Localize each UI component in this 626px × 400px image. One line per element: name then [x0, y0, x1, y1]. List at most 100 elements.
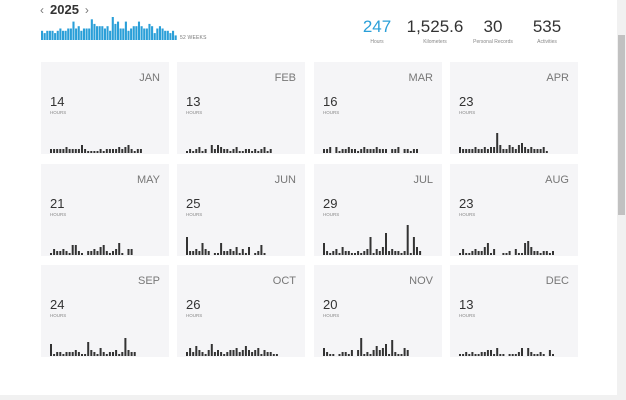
day-bar	[133, 352, 136, 356]
week-bar[interactable]	[161, 28, 164, 41]
week-bar[interactable]	[64, 30, 67, 40]
week-bar[interactable]	[82, 28, 86, 41]
horizontal-scrollbar[interactable]	[0, 395, 626, 400]
day-bar	[127, 145, 130, 153]
week-bar[interactable]	[153, 33, 156, 40]
month-card-jun[interactable]: JUN 25 HOURS	[177, 164, 305, 256]
week-bar[interactable]	[109, 30, 112, 40]
week-bar[interactable]	[103, 28, 106, 41]
week-bar[interactable]	[54, 33, 57, 40]
month-card-oct[interactable]: OCT 26 HOURS	[177, 265, 305, 357]
day-bar	[391, 149, 394, 153]
week-bar[interactable]	[127, 30, 130, 40]
day-bar	[366, 249, 369, 255]
vertical-scrollbar[interactable]	[617, 0, 626, 395]
week-bar[interactable]	[48, 30, 51, 40]
month-card-feb[interactable]: FEB 13 HOURS	[177, 62, 305, 154]
month-card-mar[interactable]: MAR 16 HOURS	[314, 62, 442, 154]
day-bar	[96, 354, 99, 356]
month-card-nov[interactable]: NOV 20 HOURS	[314, 265, 442, 357]
week-bar[interactable]	[67, 28, 70, 41]
month-card-jul[interactable]: JUL 29 HOURS	[314, 164, 442, 256]
week-bar[interactable]	[96, 26, 99, 40]
week-bar[interactable]	[164, 30, 167, 40]
day-bar	[189, 348, 192, 356]
daily-hours-chart	[50, 145, 142, 153]
week-bar[interactable]	[69, 28, 72, 41]
week-bar[interactable]	[143, 28, 146, 41]
week-bar[interactable]	[148, 23, 151, 40]
day-bar	[210, 145, 213, 153]
week-bar[interactable]	[101, 26, 104, 40]
week-bar[interactable]	[77, 26, 80, 40]
day-bar	[77, 352, 80, 356]
week-bar[interactable]	[119, 28, 122, 41]
week-bar[interactable]	[130, 28, 133, 41]
week-bar[interactable]	[132, 26, 135, 40]
week-bar[interactable]	[111, 17, 114, 40]
day-bar	[338, 354, 341, 356]
day-bar	[548, 350, 551, 356]
week-bar[interactable]	[145, 28, 148, 41]
week-bar[interactable]	[98, 26, 101, 40]
day-bar	[477, 149, 480, 153]
month-hours: 25	[186, 196, 201, 211]
hours-label: HOURS	[459, 313, 476, 318]
week-bar[interactable]	[51, 30, 54, 40]
week-bar[interactable]	[59, 28, 62, 41]
week-bar[interactable]	[93, 23, 96, 40]
month-hours: 23	[459, 196, 474, 211]
week-bar[interactable]	[122, 28, 125, 41]
hours-label: HOURS	[323, 110, 340, 115]
week-bar[interactable]	[114, 23, 117, 40]
week-bar[interactable]	[85, 28, 88, 41]
week-bar[interactable]	[41, 30, 44, 40]
week-bar[interactable]	[156, 28, 159, 41]
month-card-dec[interactable]: DEC 13 HOURS	[450, 265, 578, 357]
week-bar[interactable]	[174, 35, 177, 40]
hours-label: HOURS	[186, 212, 203, 217]
month-card-jan[interactable]: JAN 14 HOURS	[41, 62, 169, 154]
week-bar[interactable]	[137, 21, 141, 40]
week-bar[interactable]	[166, 30, 169, 40]
day-bar	[341, 247, 344, 255]
week-bar[interactable]	[151, 26, 154, 40]
day-bar	[354, 253, 356, 255]
week-bar[interactable]	[61, 30, 65, 40]
day-bar	[186, 352, 188, 356]
week-bar[interactable]	[46, 30, 49, 40]
week-bar[interactable]	[56, 30, 59, 40]
day-bar	[490, 147, 492, 153]
day-bar	[112, 352, 114, 356]
week-bar[interactable]	[80, 30, 83, 40]
stat-label: Kilometers	[423, 39, 447, 45]
week-bar[interactable]	[116, 21, 120, 40]
day-bar	[493, 249, 496, 255]
month-hours: 23	[459, 94, 474, 109]
day-bar	[124, 147, 127, 153]
week-bar[interactable]	[72, 21, 75, 40]
day-bar	[257, 251, 260, 255]
weekly-hours-chart[interactable]	[41, 14, 178, 41]
scrollbar-thumb[interactable]	[618, 35, 625, 215]
week-bar[interactable]	[135, 26, 138, 40]
chevron-left-icon[interactable]: ‹	[40, 2, 44, 17]
week-bar[interactable]	[158, 26, 161, 40]
week-bar[interactable]	[106, 26, 109, 40]
month-card-apr[interactable]: APR 23 HOURS	[450, 62, 578, 154]
week-bar[interactable]	[140, 26, 143, 40]
month-card-sep[interactable]: SEP 24 HOURS	[41, 265, 169, 357]
week-bar[interactable]	[172, 30, 175, 40]
week-bar[interactable]	[169, 33, 172, 40]
month-hours: 29	[323, 196, 338, 211]
month-card-aug[interactable]: AUG 23 HOURS	[450, 164, 578, 256]
day-bar	[90, 350, 93, 356]
week-bar[interactable]	[43, 33, 46, 40]
chevron-right-icon[interactable]: ›	[84, 2, 89, 17]
month-card-may[interactable]: MAY 21 HOURS	[41, 164, 169, 256]
stat-activities: 535 Activities	[507, 17, 587, 45]
week-bar[interactable]	[75, 28, 78, 41]
week-bar[interactable]	[90, 19, 93, 40]
week-bar[interactable]	[124, 21, 127, 40]
week-bar[interactable]	[88, 28, 91, 41]
